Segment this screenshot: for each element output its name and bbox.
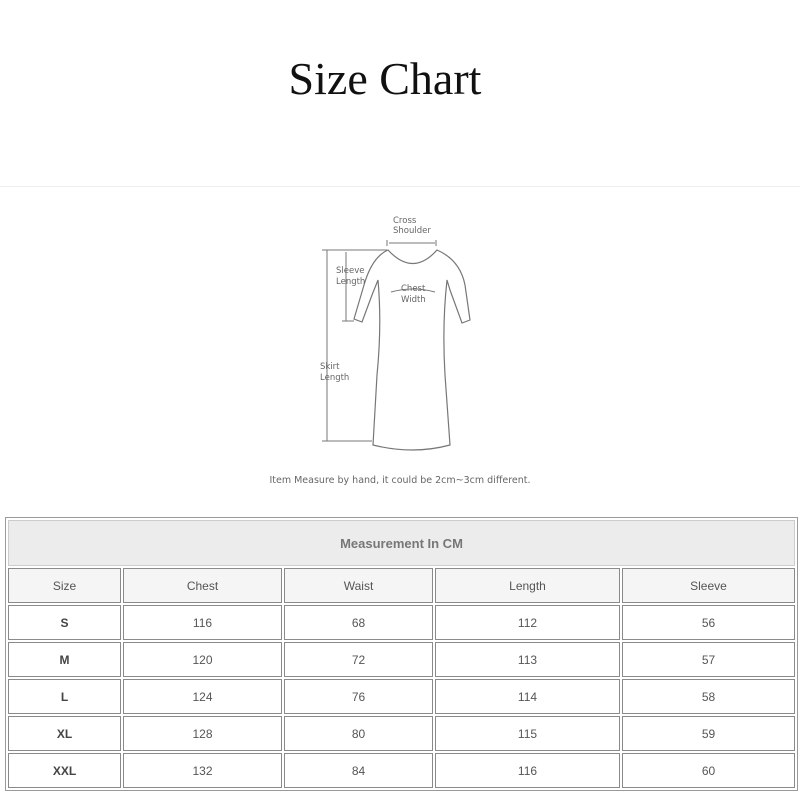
- header-size: Size: [8, 568, 121, 603]
- table-header-row: Size Chest Waist Length Sleeve: [8, 568, 795, 603]
- value-cell: 113: [435, 642, 620, 677]
- value-cell: 68: [284, 605, 433, 640]
- sleeve-length-label: Sleeve: [336, 266, 364, 276]
- value-cell: 76: [284, 679, 433, 714]
- dress-measurement-diagram: Cross Shoulder Sleeve Length Chest Width…: [320, 216, 471, 451]
- cross-shoulder-label: Shoulder: [393, 226, 431, 236]
- header-length: Length: [435, 568, 620, 603]
- chest-width-label: Chest: [401, 284, 426, 294]
- size-cell: XL: [8, 716, 121, 751]
- value-cell: 120: [123, 642, 282, 677]
- size-cell: S: [8, 605, 121, 640]
- value-cell: 116: [435, 753, 620, 788]
- value-cell: 60: [622, 753, 795, 788]
- table-row: XXL 132 84 116 60: [8, 753, 795, 788]
- chest-width-arrow: [390, 288, 436, 293]
- table-row: S 116 68 112 56: [8, 605, 795, 640]
- measurement-note: Item Measure by hand, it could be 2cm~3c…: [269, 475, 531, 486]
- value-cell: 56: [622, 605, 795, 640]
- table-row: L 124 76 114 58: [8, 679, 795, 714]
- value-cell: 132: [123, 753, 282, 788]
- header-chest: Chest: [123, 568, 282, 603]
- divider: [0, 186, 800, 187]
- table-row: M 120 72 113 57: [8, 642, 795, 677]
- size-cell: L: [8, 679, 121, 714]
- skirt-length-label: Length: [320, 373, 349, 383]
- size-cell: M: [8, 642, 121, 677]
- table-caption: Measurement In CM: [8, 520, 795, 566]
- header-waist: Waist: [284, 568, 433, 603]
- size-cell: XXL: [8, 753, 121, 788]
- skirt-length-label: Skirt: [320, 362, 340, 372]
- value-cell: 124: [123, 679, 282, 714]
- value-cell: 57: [622, 642, 795, 677]
- value-cell: 84: [284, 753, 433, 788]
- sleeve-length-label: Length: [336, 277, 365, 287]
- value-cell: 114: [435, 679, 620, 714]
- value-cell: 128: [123, 716, 282, 751]
- value-cell: 115: [435, 716, 620, 751]
- value-cell: 80: [284, 716, 433, 751]
- chest-width-label: Width: [401, 295, 426, 305]
- size-table: Measurement In CM Size Chest Waist Lengt…: [5, 517, 798, 791]
- value-cell: 116: [123, 605, 282, 640]
- header-sleeve: Sleeve: [622, 568, 795, 603]
- page-title: Size Chart: [288, 53, 482, 104]
- value-cell: 72: [284, 642, 433, 677]
- value-cell: 59: [622, 716, 795, 751]
- cross-shoulder-label: Cross: [393, 216, 417, 226]
- dress-outline-icon: [353, 249, 471, 451]
- value-cell: 112: [435, 605, 620, 640]
- table-row: XL 128 80 115 59: [8, 716, 795, 751]
- value-cell: 58: [622, 679, 795, 714]
